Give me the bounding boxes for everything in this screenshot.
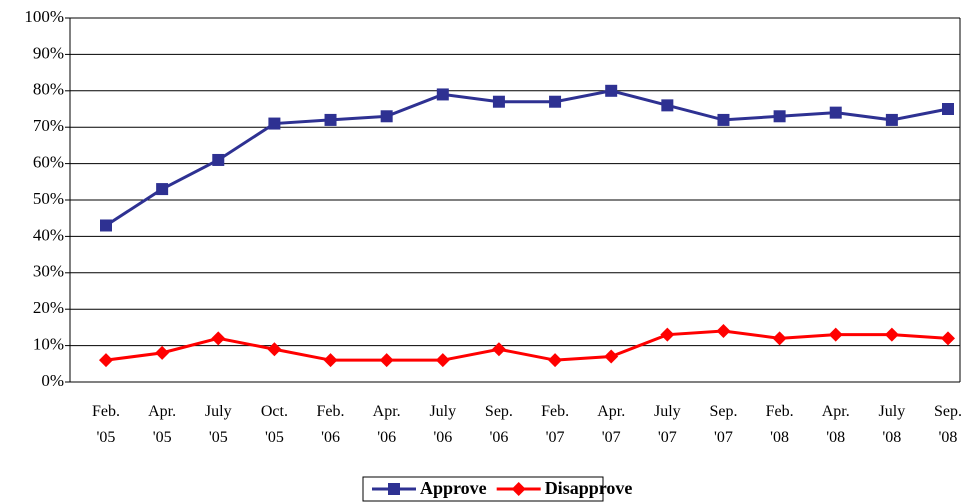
data-point: [268, 117, 281, 130]
x-tick-label: Feb. '06: [317, 403, 345, 446]
data-point: [156, 183, 169, 196]
y-tick-label: 80%: [33, 80, 64, 99]
x-tick-label: July '07: [654, 403, 681, 446]
data-point: [323, 353, 338, 368]
data-point: [155, 345, 170, 360]
x-tick-label: July '05: [205, 403, 232, 446]
data-point: [548, 353, 563, 368]
y-tick-label: 70%: [33, 116, 64, 135]
data-point: [436, 88, 449, 101]
data-point: [941, 331, 955, 346]
x-tick-label: Apr. '08: [822, 403, 850, 446]
x-tick-label: Apr. '05: [148, 403, 176, 446]
y-tick-label: 90%: [33, 43, 64, 62]
x-tick-label: Apr. '07: [597, 403, 625, 446]
data-point: [716, 324, 731, 339]
data-point: [211, 331, 226, 346]
y-tick-label: 30%: [33, 262, 64, 281]
y-tick-label: 0%: [41, 371, 64, 390]
y-tick-label: 60%: [33, 153, 64, 172]
data-point: [99, 353, 113, 368]
y-tick-label: 50%: [33, 189, 64, 208]
legend-label: Approve: [420, 478, 487, 498]
data-point: [885, 113, 898, 126]
data-point: [549, 95, 562, 108]
data-point: [660, 327, 675, 342]
x-tick-label: Sep. '07: [709, 403, 737, 446]
legend-marker: [388, 483, 400, 495]
data-point: [942, 103, 954, 115]
data-point: [604, 349, 619, 364]
data-point: [435, 353, 450, 368]
x-tick-label: Sep. '08: [934, 403, 962, 446]
data-point: [661, 99, 674, 112]
data-point: [828, 327, 843, 342]
y-tick-label: 10%: [33, 335, 64, 354]
data-point: [773, 110, 786, 123]
data-point: [324, 113, 337, 126]
series-line: [105, 89, 949, 227]
x-tick-label: Apr. '06: [373, 403, 401, 446]
data-point: [492, 95, 505, 108]
data-point: [491, 342, 506, 357]
data-point: [267, 342, 282, 357]
data-point: [379, 353, 394, 368]
legend-marker: [511, 482, 526, 496]
data-point: [717, 113, 730, 126]
data-point: [884, 327, 899, 342]
data-point: [380, 110, 393, 123]
x-tick-label: July '08: [879, 403, 906, 446]
data-point: [100, 219, 112, 232]
x-tick-label: Sep. '06: [485, 403, 513, 446]
y-tick-label: 40%: [33, 225, 64, 244]
x-tick-label: Feb. '08: [766, 403, 794, 446]
data-point: [605, 84, 618, 97]
x-tick-label: Oct. '05: [261, 403, 288, 446]
data-point: [829, 106, 842, 119]
x-tick-label: Feb. '05: [92, 403, 120, 446]
legend-label: Disapprove: [545, 478, 633, 498]
data-point: [212, 153, 225, 166]
x-tick-label: July '06: [429, 403, 456, 446]
x-tick-label: Feb. '07: [541, 403, 569, 446]
data-point: [772, 331, 787, 346]
y-tick-label: 100%: [24, 7, 64, 26]
y-tick-label: 20%: [33, 298, 64, 317]
series-line: [105, 329, 949, 362]
